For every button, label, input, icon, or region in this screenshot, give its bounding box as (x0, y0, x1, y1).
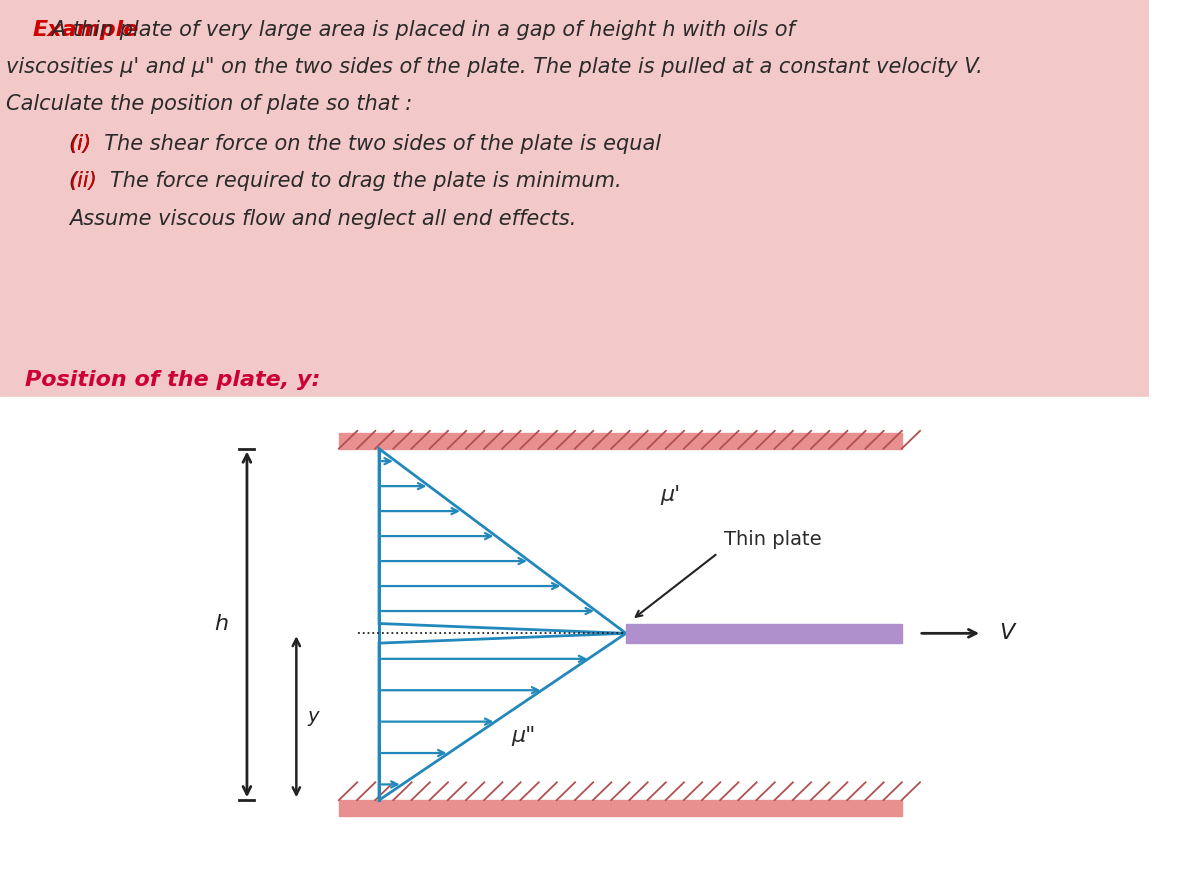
Bar (0, 0, 1148, 397)
Text: Assume viscous flow and neglect all end effects.: Assume viscous flow and neglect all end … (68, 209, 576, 228)
Text: (ii)  The force required to drag the plate is minimum.: (ii) The force required to drag the plat… (68, 171, 622, 191)
Text: Thin plate: Thin plate (724, 530, 821, 549)
Text: h: h (215, 615, 229, 634)
Text: viscosities μ' and μ" on the two sides of the plate. The plate is pulled at a co: viscosities μ' and μ" on the two sides o… (6, 57, 983, 77)
Text: (i): (i) (68, 134, 91, 153)
Text: Example: Example (32, 20, 138, 39)
Text: y: y (308, 707, 319, 726)
Text: Position of the plate, y:: Position of the plate, y: (25, 370, 320, 390)
Bar (338, 433, 901, 449)
Text: (i): (i) (68, 134, 91, 153)
Text: V: V (1000, 624, 1014, 643)
Text: A thin plate of very large area is placed in a gap of height h with oils of: A thin plate of very large area is place… (32, 20, 796, 39)
Text: Calculate the position of plate so that :: Calculate the position of plate so that … (6, 94, 412, 113)
Bar (0, 397, 1148, 892)
Bar (626, 624, 901, 643)
Bar (338, 800, 901, 816)
Text: μ': μ' (660, 485, 680, 505)
Text: (i)  The shear force on the two sides of the plate is equal: (i) The shear force on the two sides of … (68, 134, 661, 153)
Text: (ii): (ii) (68, 171, 97, 191)
Text: μ": μ" (511, 726, 535, 746)
